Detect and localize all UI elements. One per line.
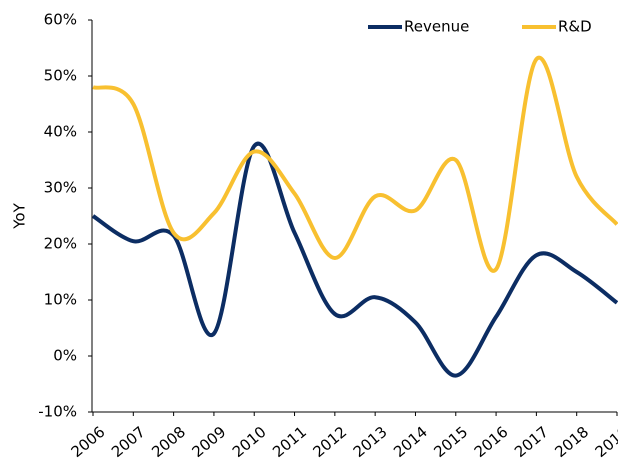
x-tick-label: 2015: [430, 423, 471, 461]
x-tick-label: 2010: [229, 423, 270, 461]
y-tick-label: 60%: [44, 11, 77, 29]
x-tick-label: 2007: [108, 423, 149, 461]
y-tick-label: 0%: [53, 347, 77, 365]
x-tick-label: 2008: [148, 423, 189, 461]
x-tick-label: 2019: [592, 423, 618, 461]
x-tick-label: 2014: [390, 423, 431, 461]
x-tick-label: 2012: [309, 423, 350, 461]
y-tick-label: -10%: [38, 403, 77, 421]
x-tick-label: 2006: [68, 423, 109, 461]
x-tick-label: 2017: [511, 423, 552, 461]
y-axis-label: YoY: [11, 202, 29, 229]
x-tick-label: 2011: [269, 423, 310, 461]
x-tick-label: 2009: [189, 423, 230, 461]
x-tick-label: 2013: [350, 423, 391, 461]
y-tick-label: 10%: [44, 291, 77, 309]
y-tick-label: 30%: [44, 179, 77, 197]
y-tick-label: 40%: [44, 123, 77, 141]
x-tick-label: 2018: [551, 423, 592, 461]
x-tick-label: 2016: [471, 423, 512, 461]
line-series: [91, 141, 618, 378]
legend-label: R&D: [558, 18, 592, 36]
y-tick-label: 50%: [44, 67, 77, 85]
line-series: [92, 55, 618, 273]
y-tick-label: 20%: [44, 235, 77, 253]
legend-label: Revenue: [404, 18, 469, 36]
